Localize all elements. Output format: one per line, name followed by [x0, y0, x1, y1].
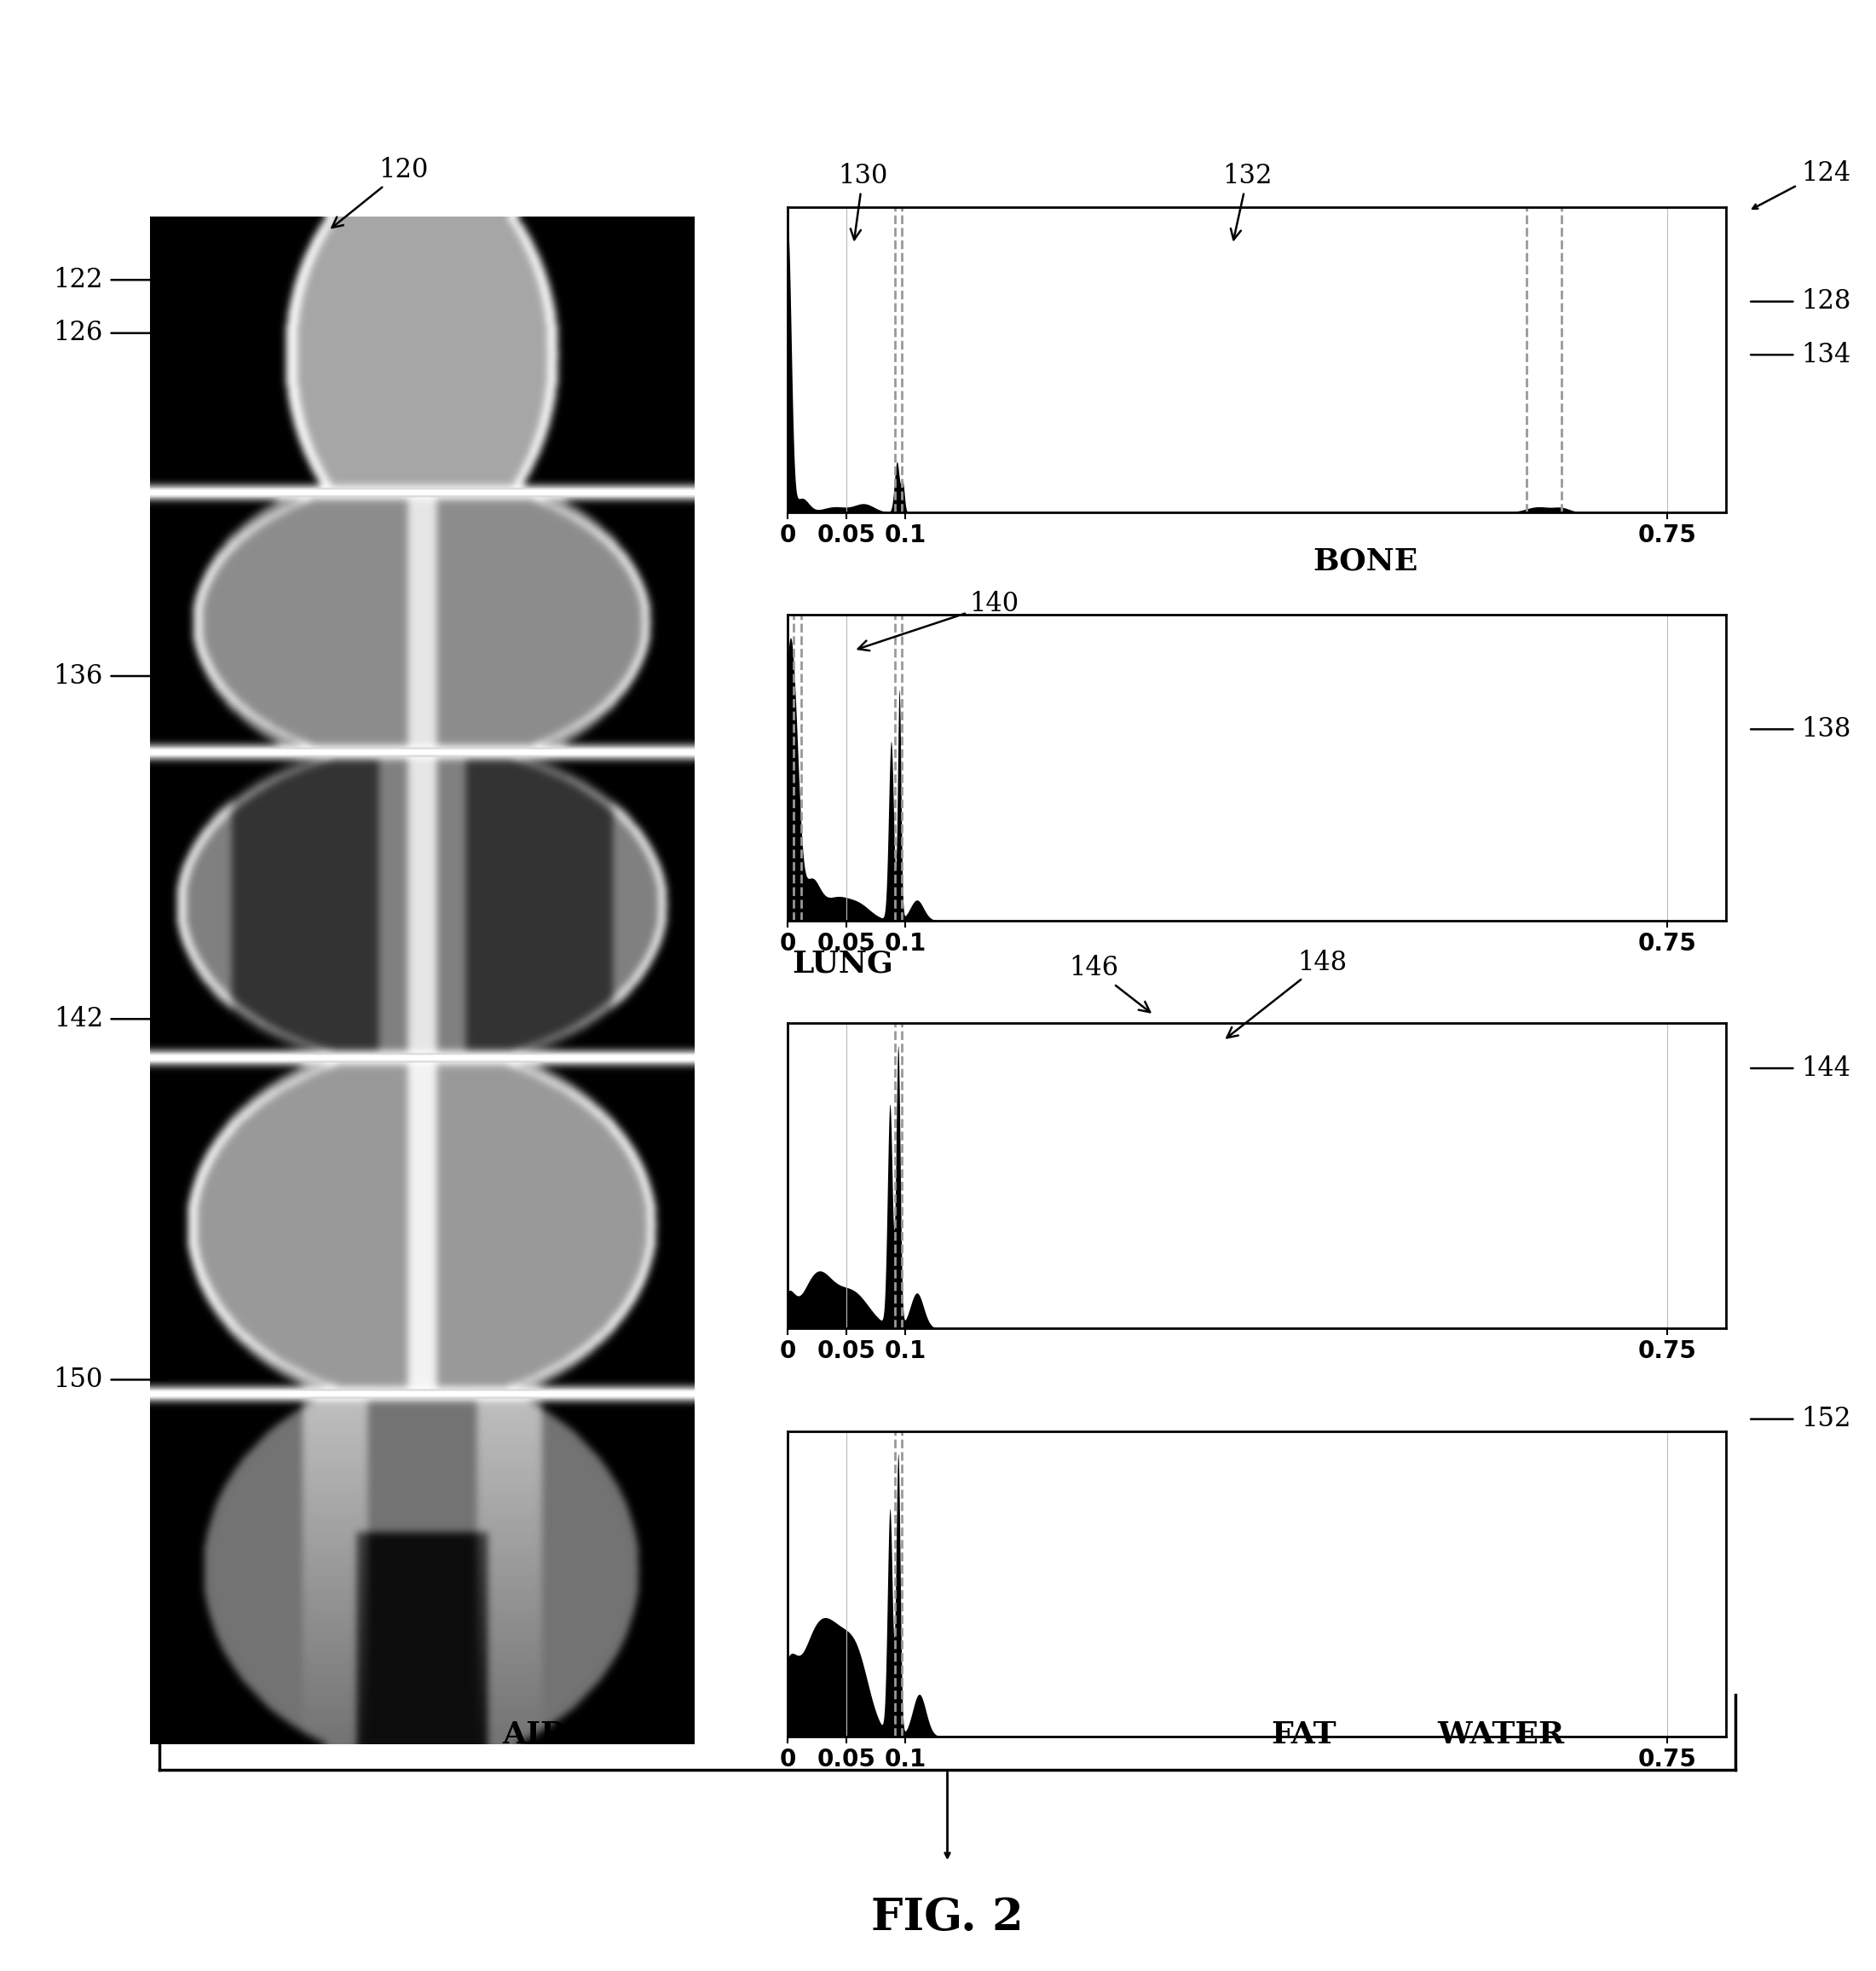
Text: BONE: BONE [1313, 548, 1418, 576]
Text: 140: 140 [857, 591, 1019, 650]
Text: 130: 130 [839, 164, 887, 240]
Text: WATER: WATER [1437, 1721, 1565, 1748]
Text: FIG. 2: FIG. 2 [870, 1896, 1024, 1939]
Text: 134: 134 [1801, 341, 1850, 369]
Text: 126: 126 [53, 319, 103, 347]
Text: 132: 132 [1223, 164, 1272, 240]
Text: 138: 138 [1801, 715, 1852, 743]
Text: 152: 152 [1801, 1405, 1852, 1433]
Text: 128: 128 [1801, 288, 1852, 315]
Text: 146: 146 [1069, 956, 1150, 1013]
Text: 124: 124 [1801, 160, 1850, 187]
Text: 142: 142 [54, 1005, 103, 1033]
Text: FAT: FAT [1272, 1721, 1336, 1748]
Text: 144: 144 [1801, 1054, 1850, 1082]
Text: 148: 148 [1227, 950, 1347, 1039]
Text: LUNG: LUNG [792, 950, 893, 978]
Text: 136: 136 [53, 662, 103, 690]
Text: 150: 150 [53, 1366, 103, 1393]
Text: 120: 120 [332, 158, 428, 227]
Text: 122: 122 [53, 266, 103, 294]
Text: AIR: AIR [503, 1721, 567, 1748]
